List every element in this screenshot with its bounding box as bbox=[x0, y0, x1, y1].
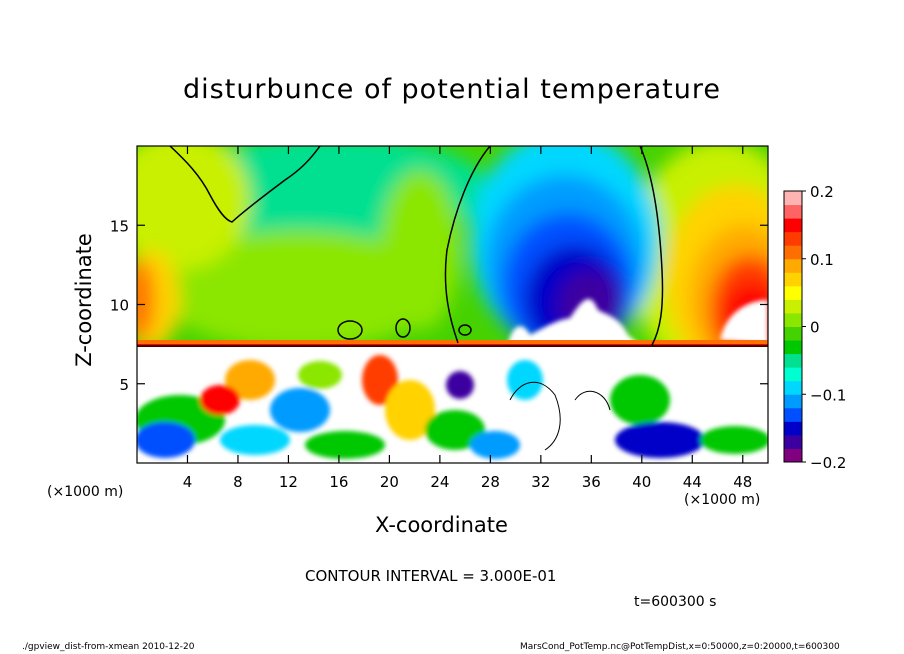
colorbar-segment bbox=[784, 299, 802, 314]
colorbar-segment bbox=[784, 312, 802, 327]
x-tick-label: 36 bbox=[582, 473, 601, 491]
y-tick-label: 5 bbox=[119, 376, 129, 394]
y-axis-ticks: 5 10 15 bbox=[110, 217, 768, 394]
y-tick-label: 10 bbox=[110, 297, 129, 315]
x-tick-label: 32 bbox=[531, 473, 550, 491]
colorbar-segment bbox=[784, 434, 802, 449]
colorbar-tick-label: −0.2 bbox=[810, 454, 846, 472]
x-tick-label: 40 bbox=[632, 473, 651, 491]
colorbar-segment bbox=[784, 272, 802, 287]
colorbar-segment bbox=[784, 380, 802, 395]
colorbar-tick-label: 0.1 bbox=[810, 251, 834, 269]
x-axis-label: X-coordinate bbox=[375, 513, 508, 537]
colorbar-segment bbox=[784, 204, 802, 219]
colorbar: 0.2 0.1 0 −0.1 −0.2 bbox=[783, 183, 846, 472]
x-tick-label: 28 bbox=[481, 473, 500, 491]
footer-left: ./gpview_dist-from-xmean 2010-12-20 bbox=[22, 642, 195, 652]
time-label: t=600300 s bbox=[634, 594, 717, 610]
contour-interval-note: CONTOUR INTERVAL = 3.000E-01 bbox=[305, 567, 557, 585]
x-unit-left: (×1000 m) bbox=[47, 484, 124, 500]
x-axis-ticks: 4 8 12 16 20 24 28 32 36 40 44 48 bbox=[183, 146, 752, 491]
colorbar-segment bbox=[784, 218, 802, 233]
x-tick-label: 24 bbox=[430, 473, 449, 491]
colorbar-tick-label: 0.2 bbox=[810, 183, 834, 201]
x-tick-label: 12 bbox=[279, 473, 298, 491]
x-tick-label: 44 bbox=[683, 473, 702, 491]
x-unit-right: (×1000 m) bbox=[684, 492, 761, 508]
colorbar-segment bbox=[784, 448, 802, 463]
x-tick-label: 20 bbox=[380, 473, 399, 491]
y-tick-label: 15 bbox=[110, 217, 129, 235]
x-tick-label: 48 bbox=[733, 473, 752, 491]
colorbar-segment bbox=[784, 258, 802, 273]
colorbar-segment bbox=[784, 394, 802, 409]
colorbar-segment bbox=[784, 326, 802, 341]
x-tick-label: 4 bbox=[183, 473, 193, 491]
colorbar-segment bbox=[784, 191, 802, 206]
heatmap-field bbox=[137, 146, 768, 463]
chart-title: disturbunce of potential temperature bbox=[183, 74, 721, 105]
x-tick-label: 8 bbox=[233, 473, 243, 491]
colorbar-segment bbox=[784, 367, 802, 382]
colorbar-segment bbox=[784, 421, 802, 436]
colorbar-segment bbox=[784, 285, 802, 300]
x-tick-label: 16 bbox=[329, 473, 348, 491]
colorbar-segment bbox=[784, 353, 802, 368]
colorbar-segment bbox=[784, 231, 802, 246]
colorbar-segment bbox=[784, 407, 802, 422]
colorbar-segment bbox=[784, 245, 802, 260]
colorbar-tick-label: 0 bbox=[810, 319, 820, 337]
colorbar-segment bbox=[784, 340, 802, 355]
footer-right: MarsCond_PotTemp.nc@PotTempDist,x=0:5000… bbox=[520, 642, 840, 652]
colorbar-tick-label: −0.1 bbox=[810, 386, 846, 404]
